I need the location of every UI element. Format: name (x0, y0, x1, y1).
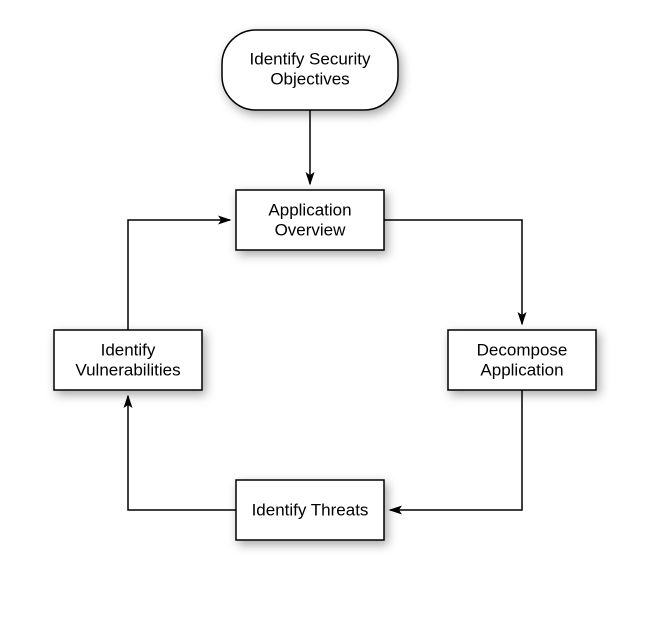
node-security-objectives-line2: Objectives (270, 69, 349, 88)
edge-threats-to-vulnerabilities (128, 396, 236, 510)
edge-overview-to-decompose (384, 220, 522, 324)
node-decompose-application: Decompose Application (448, 330, 596, 390)
node-identify-threats-line1: Identify Threats (252, 500, 369, 519)
node-security-objectives: Identify Security Objectives (222, 30, 398, 110)
edge-decompose-to-threats (390, 390, 522, 510)
flowchart-canvas: Identify Security Objectives Application… (0, 0, 647, 627)
edge-vulnerabilities-to-overview (128, 220, 230, 330)
node-decompose-application-line2: Application (480, 360, 563, 379)
node-identify-vulnerabilities-line2: Vulnerabilities (75, 360, 180, 379)
node-identify-vulnerabilities: Identify Vulnerabilities (54, 330, 202, 390)
node-application-overview-line1: Application (268, 200, 351, 219)
node-security-objectives-line1: Identify Security (250, 49, 371, 68)
node-identify-threats: Identify Threats (236, 480, 384, 540)
node-decompose-application-line1: Decompose (477, 340, 568, 359)
node-identify-vulnerabilities-line1: Identify (101, 340, 156, 359)
node-application-overview-line2: Overview (275, 220, 347, 239)
node-application-overview: Application Overview (236, 190, 384, 250)
